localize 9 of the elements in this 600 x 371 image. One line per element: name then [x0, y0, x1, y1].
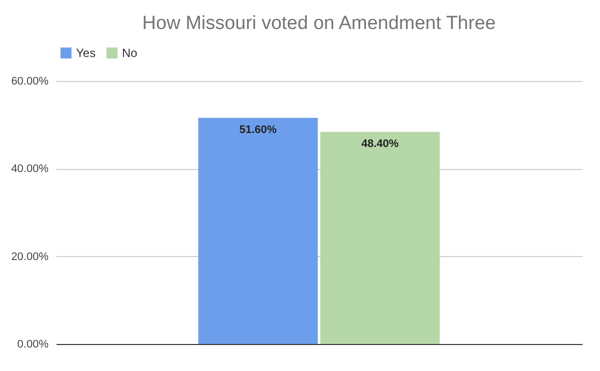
- chart-title: How Missouri voted on Amendment Three: [142, 13, 496, 34]
- y-tick-label: 60.00%: [11, 76, 49, 88]
- data-label: 48.40%: [361, 138, 399, 150]
- legend-label: No: [122, 46, 138, 60]
- y-tick-label: 40.00%: [11, 163, 49, 176]
- legend-label: Yes: [76, 46, 96, 60]
- data-label: 51.60%: [239, 124, 277, 136]
- y-tick-label: 0.00%: [17, 338, 49, 350]
- y-tick-label: 20.00%: [11, 250, 49, 263]
